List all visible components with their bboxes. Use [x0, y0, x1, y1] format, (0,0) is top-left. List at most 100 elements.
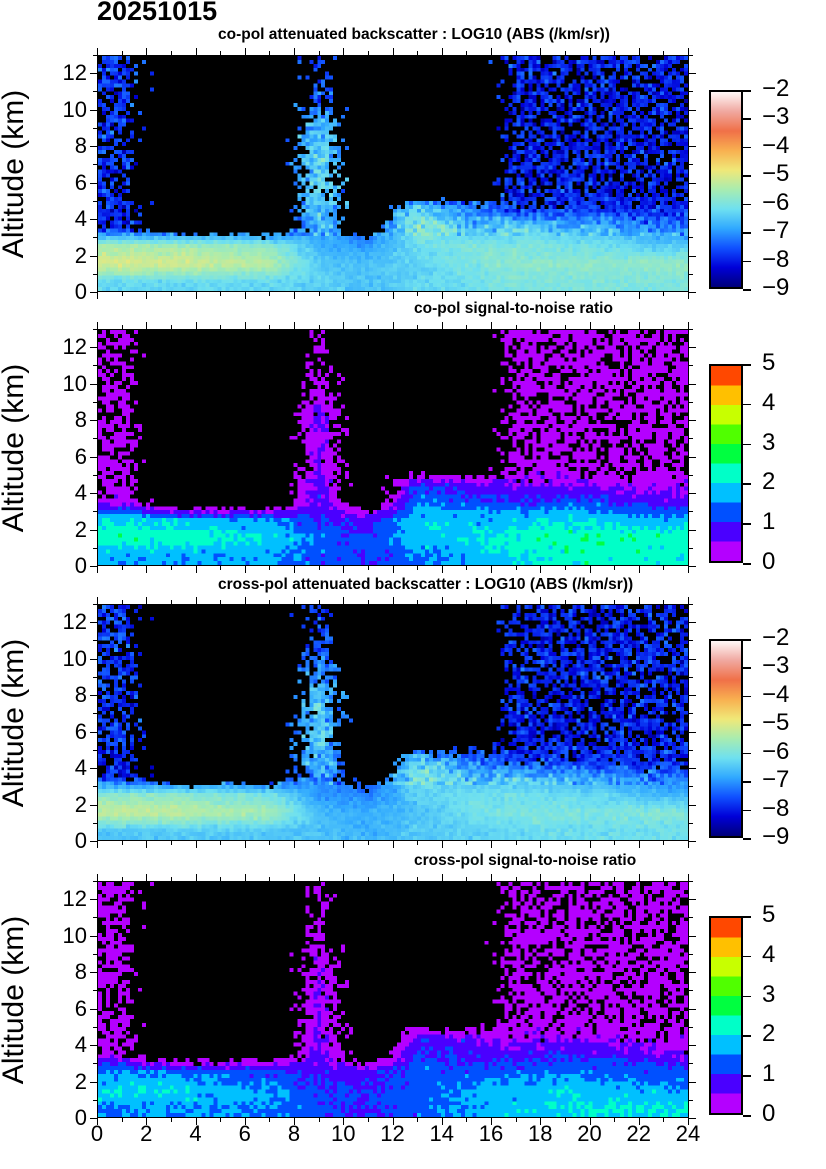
x-tick [294, 322, 295, 329]
x-tick [343, 566, 345, 573]
heatmap-copol-backscatter: Altitude (km) [0, 55, 689, 292]
x-tick [146, 292, 148, 299]
y-tick [689, 566, 696, 567]
y-tick [689, 164, 693, 166]
y-tick [689, 658, 696, 660]
x-tick [318, 325, 320, 329]
y-tick-label: 0 [74, 279, 87, 304]
x-tick [564, 292, 566, 296]
colorbar-tick [743, 443, 751, 446]
x-tick-label: 2 [140, 1121, 153, 1146]
heatmap-crosspol-snr: Altitude (km) [0, 881, 689, 1118]
x-tick [392, 597, 394, 604]
y-tick [689, 1045, 696, 1047]
y-tick-label: 0 [74, 1105, 87, 1130]
y-tick [689, 786, 693, 788]
x-tick [97, 566, 98, 573]
y-tick-label: 10 [62, 96, 87, 122]
colorbar-tick-label: −4 [762, 131, 790, 159]
x-tick-label: 22 [626, 1121, 651, 1146]
y-tick [689, 474, 693, 476]
x-tick [195, 566, 197, 573]
colorbar-tick-label: −5 [762, 709, 790, 737]
y-tick [90, 456, 97, 458]
colorbar [709, 90, 743, 289]
x-tick [146, 48, 148, 55]
y-tick [90, 292, 97, 293]
x-tick [417, 51, 419, 55]
x-tick [614, 877, 616, 881]
y-tick [689, 511, 693, 513]
x-tick [491, 322, 492, 329]
y-tick [90, 768, 97, 770]
x-tick [614, 600, 616, 604]
x-tick [540, 597, 542, 604]
x-tick [540, 841, 542, 848]
x-tick [318, 51, 320, 55]
y-tick [689, 990, 693, 992]
x-tick [638, 1118, 640, 1125]
y-tick [90, 1081, 97, 1083]
y-tick [93, 1099, 97, 1101]
colorbar-tick-label: −5 [762, 160, 790, 188]
y-tick [93, 200, 97, 202]
x-tick [491, 874, 492, 881]
y-tick [93, 1026, 97, 1028]
x-tick [269, 325, 271, 329]
y-tick [689, 881, 693, 882]
y-tick [93, 511, 97, 513]
x-tick [343, 597, 345, 604]
y-tick [689, 822, 693, 824]
x-tick [688, 292, 689, 299]
colorbar-tick [743, 752, 751, 755]
x-tick [269, 1118, 271, 1122]
y-tick [689, 73, 696, 75]
x-tick [540, 566, 542, 573]
colorbar-tick [743, 232, 751, 234]
y-tick [93, 749, 97, 751]
y-tick [90, 420, 97, 422]
x-tick [491, 48, 492, 55]
y-tick [689, 329, 693, 330]
y-tick-label: 0 [74, 828, 87, 853]
x-tick [638, 48, 640, 55]
y-tick [689, 420, 696, 422]
y-tick-label: 12 [62, 886, 87, 912]
x-tick [589, 322, 591, 329]
y-tick [689, 383, 696, 385]
colorbar-tick-label: −9 [762, 274, 790, 301]
x-tick [244, 874, 246, 881]
x-tick [318, 841, 320, 845]
x-tick [146, 566, 148, 573]
x-tick [417, 566, 419, 570]
y-tick [689, 695, 696, 697]
x-tick [515, 1118, 517, 1122]
y-tick-label: 8 [74, 959, 87, 985]
x-tick [392, 874, 394, 881]
panel-title-crosspol-backscatter: cross-pol attenuated backscatter : LOG10… [218, 576, 634, 593]
y-tick [689, 493, 696, 495]
x-tick [663, 600, 665, 604]
x-tick [269, 877, 271, 881]
colorbar-tick-label: 1 [762, 508, 776, 536]
y-tick [90, 841, 97, 842]
y-tick [689, 529, 696, 531]
x-tick [220, 566, 222, 570]
y-tick-label: 8 [74, 407, 87, 433]
colorbar-tick [743, 260, 751, 263]
x-tick [170, 841, 172, 845]
y-tick [90, 622, 97, 624]
y-tick-label: 6 [74, 995, 87, 1021]
x-tick [220, 841, 222, 845]
x-tick [220, 292, 222, 296]
x-tick [121, 325, 123, 329]
x-tick [343, 874, 345, 881]
y-tick [689, 219, 696, 221]
x-tick [515, 600, 517, 604]
x-tick [97, 874, 98, 881]
y-tick [93, 713, 97, 715]
colorbar-tick [743, 639, 751, 641]
x-tick [589, 566, 591, 573]
x-tick [367, 841, 369, 845]
y-tick [90, 493, 97, 495]
